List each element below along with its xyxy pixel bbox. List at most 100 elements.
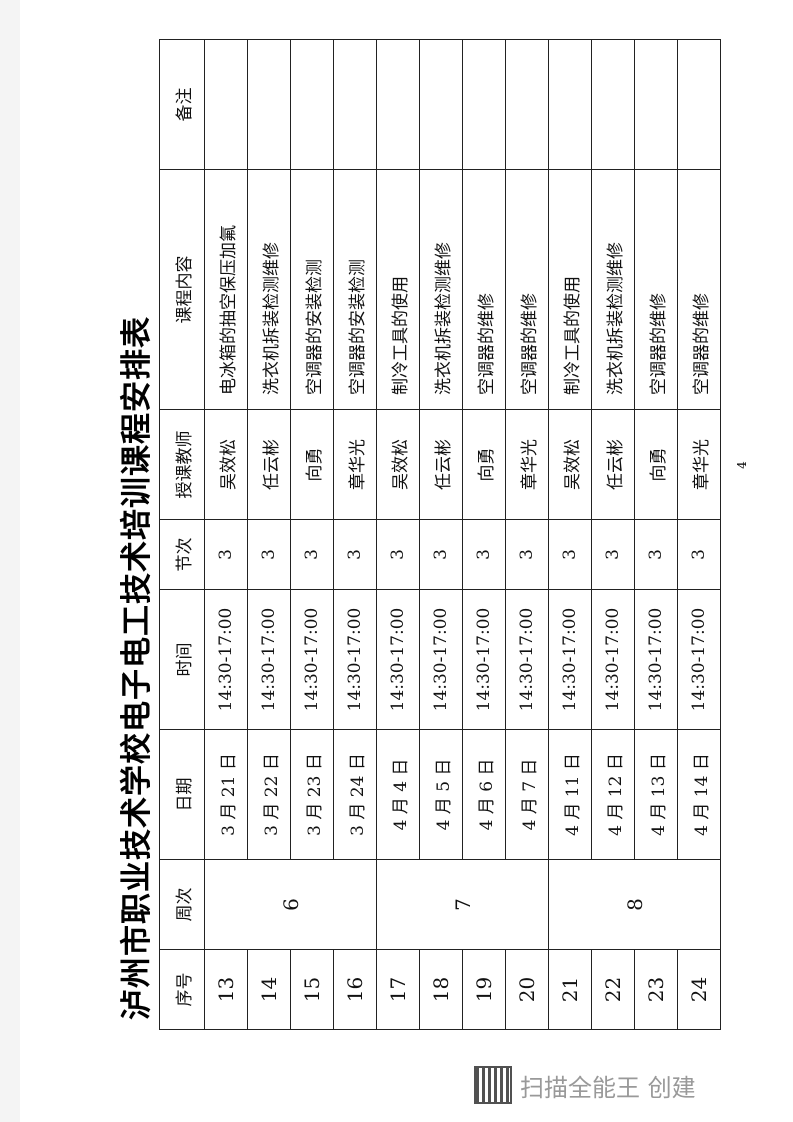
teacher-cell: 任云彬 [591, 409, 635, 520]
content-cell: 空调器的维修 [677, 169, 721, 410]
date-cell: 3 月 24 日 [333, 729, 377, 860]
date-cell: 4 月 7 日 [505, 729, 549, 860]
week-cell: 6 [204, 859, 377, 950]
date-cell: 4 月 5 日 [419, 729, 463, 860]
periods-cell: 3 [677, 519, 721, 590]
teacher-cell: 向勇 [290, 409, 334, 520]
time-cell: 14:30-17:00 [591, 589, 635, 730]
qr-code-icon [474, 1066, 512, 1104]
content-cell: 电冰箱的抽空保压加氟 [204, 169, 248, 410]
time-cell: 14:30-17:00 [462, 589, 506, 730]
periods-cell: 3 [548, 519, 592, 590]
note-cell [290, 39, 334, 170]
time-cell: 14:30-17:00 [290, 589, 334, 730]
content-cell: 洗衣机拆装检测维修 [591, 169, 635, 410]
header-note: 备注 [159, 39, 205, 170]
header-time: 时间 [159, 589, 205, 730]
content-cell: 空调器的维修 [505, 169, 549, 410]
teacher-cell: 吴效松 [548, 409, 592, 520]
row-number: 21 [548, 949, 592, 1030]
header-date: 日期 [159, 729, 205, 860]
page-number: 4 [734, 461, 749, 469]
periods-cell: 3 [419, 519, 463, 590]
teacher-cell: 章华光 [505, 409, 549, 520]
header-periods: 节次 [159, 519, 205, 590]
time-cell: 14:30-17:00 [247, 589, 291, 730]
document-page: 泸州市职业技术学校电子电工技术培训课程安排表 序号 周次 日期 时间 节次 授课… [20, 0, 793, 1122]
note-cell [677, 39, 721, 170]
teacher-cell: 任云彬 [419, 409, 463, 520]
periods-cell: 3 [247, 519, 291, 590]
content-cell: 空调器的安装检测 [290, 169, 334, 410]
content-cell: 空调器的维修 [634, 169, 678, 410]
teacher-cell: 向勇 [634, 409, 678, 520]
header-content: 课程内容 [159, 169, 205, 410]
date-cell: 3 月 21 日 [204, 729, 248, 860]
teacher-cell: 任云彬 [247, 409, 291, 520]
date-cell: 3 月 23 日 [290, 729, 334, 860]
date-cell: 4 月 11 日 [548, 729, 592, 860]
periods-cell: 3 [505, 519, 549, 590]
time-cell: 14:30-17:00 [419, 589, 463, 730]
header-week: 周次 [159, 859, 205, 950]
teacher-cell: 吴效松 [204, 409, 248, 520]
date-cell: 4 月 4 日 [376, 729, 420, 860]
note-cell [376, 39, 420, 170]
watermark: 扫描全能王 创建 [474, 1066, 696, 1104]
table-row: 13 6 3 月 21 日 14:30-17:00 3 吴效松 电冰箱的抽空保压加氟 [204, 39, 377, 1030]
periods-cell: 3 [376, 519, 420, 590]
note-cell [204, 39, 248, 170]
row-number: 17 [376, 949, 420, 1030]
periods-cell: 3 [290, 519, 334, 590]
row-number: 24 [677, 949, 721, 1030]
note-cell [634, 39, 678, 170]
week-cell: 8 [548, 859, 721, 950]
date-cell: 4 月 12 日 [591, 729, 635, 860]
time-cell: 14:30-17:00 [634, 589, 678, 730]
content-cell: 制冷工具的使用 [376, 169, 420, 410]
content-cell: 洗衣机拆装检测维修 [247, 169, 291, 410]
rotated-content: 泸州市职业技术学校电子电工技术培训课程安排表 序号 周次 日期 时间 节次 授课… [115, 30, 721, 1030]
row-number: 16 [333, 949, 377, 1030]
periods-cell: 3 [333, 519, 377, 590]
row-number: 23 [634, 949, 678, 1030]
teacher-cell: 章华光 [333, 409, 377, 520]
table-row: 21 8 4 月 11 日 14:30-17:00 3 吴效松 制冷工具的使用 [548, 39, 721, 1030]
teacher-cell: 吴效松 [376, 409, 420, 520]
teacher-cell: 章华光 [677, 409, 721, 520]
time-cell: 14:30-17:00 [204, 589, 248, 730]
note-cell [548, 39, 592, 170]
note-cell [419, 39, 463, 170]
date-cell: 4 月 13 日 [634, 729, 678, 860]
periods-cell: 3 [634, 519, 678, 590]
periods-cell: 3 [591, 519, 635, 590]
header-teacher: 授课教师 [159, 409, 205, 520]
row-number: 14 [247, 949, 291, 1030]
note-cell [462, 39, 506, 170]
time-cell: 14:30-17:00 [505, 589, 549, 730]
week-cell: 7 [376, 859, 549, 950]
row-number: 19 [462, 949, 506, 1030]
time-cell: 14:30-17:00 [677, 589, 721, 730]
time-cell: 14:30-17:00 [548, 589, 592, 730]
table-header-row: 序号 周次 日期 时间 节次 授课教师 课程内容 备注 [159, 39, 205, 1030]
row-number: 22 [591, 949, 635, 1030]
table-row: 17 7 4 月 4 日 14:30-17:00 3 吴效松 制冷工具的使用 [376, 39, 549, 1030]
header-no: 序号 [159, 949, 205, 1030]
watermark-text: 扫描全能王 创建 [520, 1073, 696, 1102]
note-cell [247, 39, 291, 170]
date-cell: 4 月 6 日 [462, 729, 506, 860]
document-title: 泸州市职业技术学校电子电工技术培训课程安排表 [119, 316, 155, 1020]
content-cell: 洗衣机拆装检测维修 [419, 169, 463, 410]
note-cell [505, 39, 549, 170]
content-cell: 制冷工具的使用 [548, 169, 592, 410]
time-cell: 14:30-17:00 [376, 589, 420, 730]
teacher-cell: 向勇 [462, 409, 506, 520]
date-cell: 3 月 22 日 [247, 729, 291, 860]
periods-cell: 3 [462, 519, 506, 590]
content-cell: 空调器的安装检测 [333, 169, 377, 410]
row-number: 20 [505, 949, 549, 1030]
periods-cell: 3 [204, 519, 248, 590]
note-cell [333, 39, 377, 170]
